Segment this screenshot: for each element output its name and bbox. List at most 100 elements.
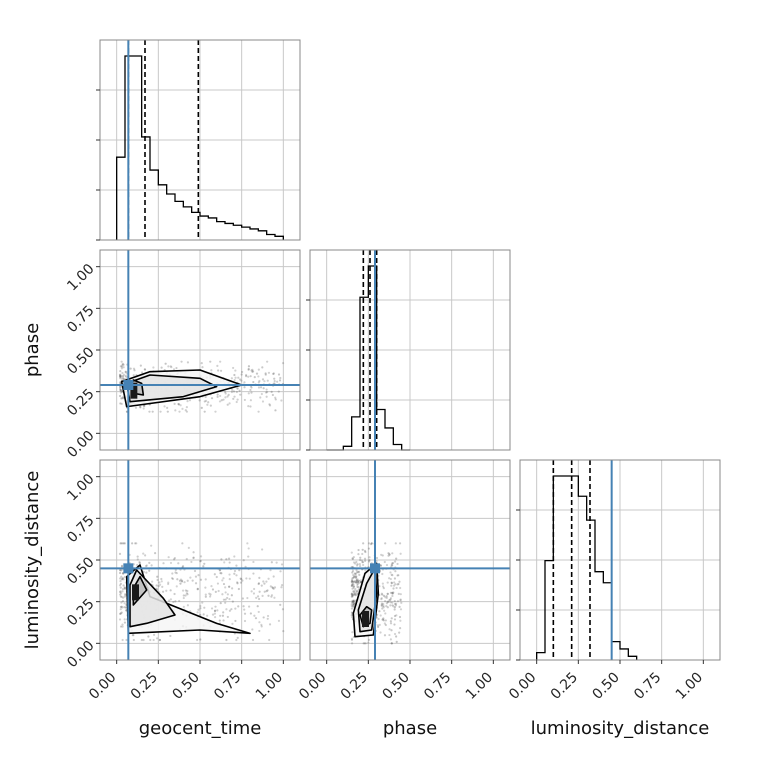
scatter-point [121,374,124,378]
scatter-point [390,617,393,620]
scatter-point [382,606,385,609]
scatter-point [214,609,217,612]
scatter-point [132,638,135,642]
scatter-point [362,542,365,545]
scatter-point [118,590,122,594]
scatter-point [380,553,383,556]
scatter-point [148,561,151,564]
scatter-point [239,393,242,396]
scatter-point [211,613,215,616]
scatter-point [121,625,124,628]
scatter-point [385,605,388,608]
scatter-point [216,609,219,612]
y-tick-label: 1.00 [64,261,97,294]
scatter-point [178,410,181,413]
scatter-point [175,572,178,575]
scatter-point [169,365,172,368]
scatter-point [395,557,398,560]
scatter-point [121,397,124,400]
scatter-point [398,542,402,545]
scatter-point [274,398,277,401]
scatter-point [351,594,354,597]
scatter-point [351,587,354,590]
scatter-point [245,373,248,377]
scatter-point [133,369,136,372]
y-tick-label: 0.75 [64,303,97,336]
scatter-point [119,385,122,388]
scatter-point [120,575,123,578]
scatter-point [393,600,396,603]
x-tick-label: 0.75 [631,670,664,703]
scatter-point [258,379,261,383]
scatter-point [350,595,353,598]
scatter-point [276,380,279,383]
scatter-point [164,362,167,365]
scatter-point [121,588,125,591]
scatter-point [237,605,240,608]
scatter-point [351,599,354,602]
scatter-point [391,594,394,598]
scatter-point [139,405,142,408]
scatter-point [383,634,387,637]
scatter-point [382,617,385,620]
scatter-point [356,570,359,573]
scatter-point [185,592,188,595]
scatter-point [221,593,224,596]
scatter-point [257,375,260,378]
scatter-point [355,579,358,582]
scatter-point [189,576,192,579]
scatter-point [355,579,358,582]
scatter-point [120,564,124,567]
scatter-point [354,581,357,584]
scatter-point [235,574,238,577]
scatter-point [239,378,242,381]
scatter-point [237,376,240,379]
scatter-point [174,568,177,572]
scatter-point [197,574,200,577]
scatter-point [138,561,141,564]
scatter-point [261,366,264,369]
scatter-point [277,619,281,622]
scatter-point [351,583,354,586]
scatter-point [398,615,402,619]
scatter-point [228,578,231,581]
scatter-point [395,635,398,638]
scatter-point [394,604,398,607]
scatter-point [119,579,122,583]
scatter-point [352,573,355,577]
scatter-point [363,549,367,552]
scatter-point [383,622,386,625]
scatter-point [370,542,373,545]
scatter-point [389,597,393,600]
scatter-point [246,596,249,600]
scatter-panel-phase-luminosity_distance [309,459,511,664]
scatter-point [237,587,240,591]
scatter-point [247,375,250,378]
scatter-point [218,400,222,403]
scatter-point [388,633,391,637]
scatter-point [179,578,183,581]
truth-marker [123,380,134,390]
scatter-point [121,590,124,593]
scatter-point [186,400,189,403]
scatter-point [357,548,360,552]
scatter-point [119,593,122,596]
scatter-point [363,557,367,560]
scatter-point [398,605,401,608]
scatter-point [219,602,222,605]
scatter-point [357,579,360,582]
scatter-point [175,366,178,370]
scatter-point [394,542,397,545]
scatter-point [367,547,371,550]
scatter-point [217,589,220,593]
scatter-panel-geocent_time-phase [96,249,301,451]
scatter-point [253,614,256,617]
scatter-point [150,564,153,567]
scatter-point [391,552,394,555]
scatter-point [265,395,268,398]
scatter-point [243,612,247,615]
scatter-point [239,577,242,580]
scatter-point [213,612,217,615]
scatter-point [136,558,139,561]
x-tick-label: 0.00 [296,670,329,703]
